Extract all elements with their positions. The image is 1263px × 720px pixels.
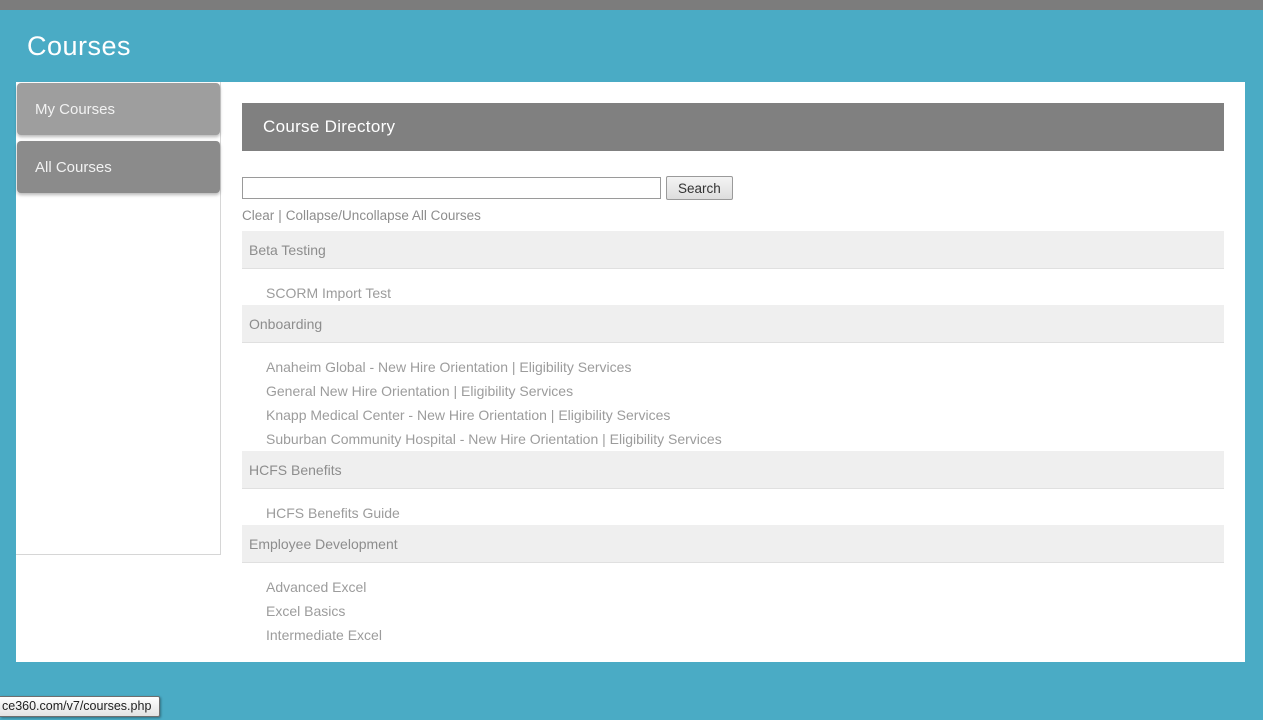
- status-url: ce360.com/v7/courses.php: [2, 699, 152, 713]
- category-header[interactable]: HCFS Benefits: [242, 451, 1224, 489]
- browser-status-tooltip: ce360.com/v7/courses.php: [0, 696, 161, 717]
- search-input[interactable]: [242, 177, 661, 199]
- course-link[interactable]: Excel Basics: [266, 603, 346, 619]
- main-panel: Course Directory Search Clear | Collapse/U…: [242, 103, 1224, 647]
- panel-header: Course Directory: [242, 103, 1224, 151]
- category-header[interactable]: Employee Development: [242, 525, 1224, 563]
- category-section: Onboarding Anaheim Global - New Hire Ori…: [242, 305, 1224, 451]
- window-top-strip: [0, 0, 1263, 10]
- course-link[interactable]: Suburban Community Hospital - New Hire O…: [266, 431, 722, 447]
- panel-title: Course Directory: [263, 117, 396, 136]
- search-row: Search: [242, 176, 1224, 200]
- sidebar-item-my-courses[interactable]: My Courses: [17, 83, 220, 135]
- course-list: Advanced Excel Excel Basics Intermediate E…: [242, 563, 1224, 647]
- search-button[interactable]: Search: [666, 176, 733, 200]
- category-section: Employee Development Advanced Excel Excel…: [242, 525, 1224, 647]
- category-header[interactable]: Onboarding: [242, 305, 1224, 343]
- category-label: Employee Development: [249, 535, 398, 552]
- sidebar: My Courses All Courses: [16, 82, 221, 555]
- page-title: Courses: [27, 31, 132, 61]
- category-label: Onboarding: [249, 315, 323, 332]
- link-separator: |: [278, 208, 282, 223]
- sidebar-item-all-courses[interactable]: All Courses: [17, 141, 220, 193]
- collapse-all-link[interactable]: Collapse/Uncollapse All Courses: [285, 208, 481, 223]
- category-label: HCFS Benefits: [249, 461, 342, 478]
- course-directory-list: Beta Testing SCORM Import Test Onboardin…: [242, 231, 1224, 647]
- category-section: HCFS Benefits HCFS Benefits Guide: [242, 451, 1224, 525]
- course-link[interactable]: Knapp Medical Center - New Hire Orientat…: [266, 407, 671, 423]
- sidebar-item-label: All Courses: [35, 158, 112, 176]
- course-list: Anaheim Global - New Hire Orientation | …: [242, 343, 1224, 451]
- clear-link[interactable]: Clear: [242, 208, 275, 223]
- course-link[interactable]: SCORM Import Test: [266, 285, 391, 301]
- course-link[interactable]: Anaheim Global - New Hire Orientation | …: [266, 359, 632, 375]
- course-link[interactable]: Advanced Excel: [266, 579, 367, 595]
- course-link[interactable]: HCFS Benefits Guide: [266, 505, 400, 521]
- course-list: HCFS Benefits Guide: [242, 489, 1224, 525]
- course-list: SCORM Import Test: [242, 269, 1224, 305]
- content-area: My Courses All Courses Course Directory …: [16, 82, 1245, 662]
- category-label: Beta Testing: [249, 241, 326, 258]
- course-link[interactable]: General New Hire Orientation | Eligibili…: [266, 383, 574, 399]
- category-section: Beta Testing SCORM Import Test: [242, 231, 1224, 305]
- sidebar-item-label: My Courses: [35, 100, 116, 118]
- course-link[interactable]: Intermediate Excel: [266, 627, 382, 643]
- category-header[interactable]: Beta Testing: [242, 231, 1224, 269]
- directory-action-links: Clear | Collapse/Uncollapse All Courses: [242, 208, 1224, 224]
